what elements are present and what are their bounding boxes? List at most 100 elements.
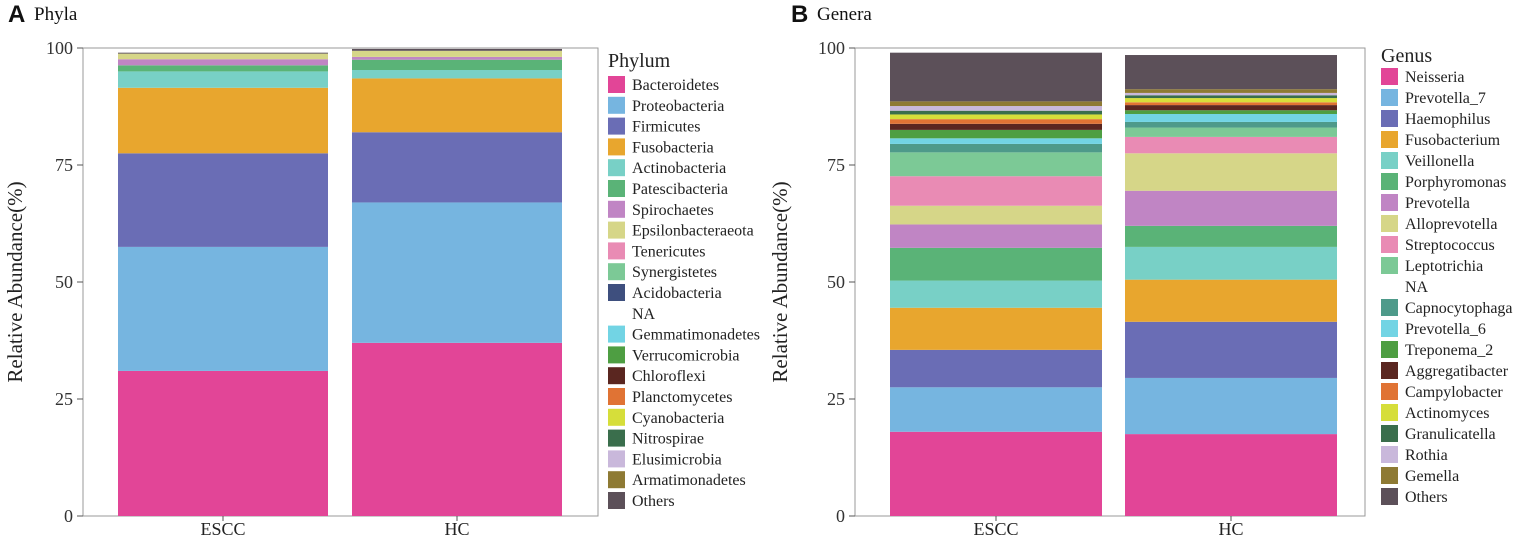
legend-label: NA (632, 306, 656, 323)
bar-segment-escc-veillonella (890, 280, 1102, 308)
bar-segment-hc-bacteroidetes (352, 342, 562, 516)
bar-segment-hc-capnocytophaga (1125, 121, 1337, 128)
legend-label: Streptococcus (1405, 237, 1495, 254)
legend-label: Prevotella (1405, 195, 1470, 212)
legend-item-others: Others (608, 492, 675, 510)
x-tick-label-hc: HC (444, 519, 469, 536)
legend-item-elusimicrobia: Elusimicrobia (608, 450, 722, 468)
y-tick-label: 100 (46, 38, 73, 58)
legend-swatch (1381, 68, 1398, 85)
legend-swatch (608, 263, 625, 281)
legend-item-gemmatimonadetes: Gemmatimonadetes (608, 325, 760, 344)
bar-segment-hc-patescibacteria (352, 59, 562, 70)
bar-segment-escc-granulicatella (890, 110, 1102, 115)
legend-label: Campylobacter (1405, 384, 1503, 401)
legend-item-granulicatella: Granulicatella (1381, 425, 1496, 443)
legend-item-veillonella: Veillonella (1381, 152, 1474, 170)
y-tick-label: 0 (836, 506, 845, 526)
bar-segment-hc-haemophilus (1125, 321, 1337, 378)
bar-segment-escc-bacteroidetes (118, 370, 328, 516)
legend-item-haemophilus: Haemophilus (1381, 110, 1490, 128)
legend-swatch (608, 242, 625, 260)
bar-segment-hc-others (1125, 55, 1337, 90)
bar-segment-escc-gemella (890, 101, 1102, 107)
legend-item-firmicutes: Firmicutes (608, 117, 700, 136)
legend-item-neisseria: Neisseria (1381, 68, 1465, 86)
legend-label: Prevotella_7 (1405, 90, 1486, 107)
bar-segment-escc-streptococcus (890, 176, 1102, 206)
bar-segment-escc-prevotella (890, 224, 1102, 248)
legend-label: Armatimonadetes (632, 472, 746, 489)
legend-swatch (1381, 446, 1398, 463)
legend-swatch (608, 180, 625, 197)
legend-swatch (1381, 467, 1398, 484)
legend-swatch (1381, 383, 1398, 400)
y-tick-label: 75 (55, 155, 73, 175)
bar-segment-escc-leptotrichia (890, 152, 1102, 177)
legend-swatch (1381, 194, 1398, 211)
bar-segment-hc-fusobacteria (352, 78, 562, 133)
legend-swatch (608, 159, 625, 177)
bar-segment-hc-granulicatella (1125, 95, 1337, 99)
legend-item-campylobacter: Campylobacter (1381, 383, 1503, 401)
bar-segment-hc-neisseria (1125, 434, 1337, 516)
legend-swatch (608, 408, 625, 426)
legend-item-gemella: Gemella (1381, 467, 1459, 485)
legend-label: Cyanobacteria (632, 410, 724, 427)
legend-swatch (1381, 362, 1398, 379)
legend-item-porphyromonas: Porphyromonas (1381, 173, 1506, 191)
bar-segment-escc-haemophilus (890, 349, 1102, 388)
legend-item-leptotrichia: Leptotrichia (1381, 257, 1483, 275)
legend-item-fusobacteria: Fusobacteria (608, 138, 714, 156)
legend-swatch (1381, 257, 1398, 274)
legend-swatch (1381, 425, 1398, 442)
legend-label: Porphyromonas (1405, 174, 1506, 191)
bar-segment-hc-epsilonbacteraeota (352, 50, 562, 57)
legend-swatch (608, 450, 625, 468)
bar-segment-escc-fusobacteria (118, 87, 328, 154)
legend-swatch (608, 471, 625, 489)
x-tick-label-escc: ESCC (973, 519, 1018, 536)
legend-item-tenericutes: Tenericutes (608, 242, 706, 260)
legend-label: Veillonella (1405, 153, 1474, 170)
legend-label: Chloroflexi (632, 368, 706, 385)
panel-a-phyla: A Phyla 0 25 50 75 100 Relative Abundance(%) ESC… (3, 1, 760, 536)
legend-label: Prevotella_6 (1405, 321, 1486, 338)
legend-swatch (608, 221, 625, 239)
bar-segment-hc-alloprevotella (1125, 153, 1337, 191)
panel-b-genera: B Genera 0 25 50 75 100 Relative Abundance(%) ES… (768, 1, 1513, 536)
legend-label: Treponema_2 (1405, 342, 1493, 359)
bar-segment-hc-prevotella-7 (1125, 377, 1337, 435)
bar-segment-hc-streptococcus (1125, 136, 1337, 154)
bar-segment-escc-proteobacteria (118, 246, 328, 371)
bar-segment-hc-porphyromonas (1125, 225, 1337, 247)
legend-title: Phylum (608, 50, 671, 72)
legend-swatch (608, 367, 625, 385)
legend-item-armatimonadetes: Armatimonadetes (608, 471, 746, 489)
legend-item-others: Others (1381, 488, 1448, 506)
legend-label: Rothia (1405, 447, 1448, 464)
bar-segment-hc-treponema-2 (1125, 110, 1337, 114)
y-tick-label: 0 (64, 506, 73, 526)
bar-segment-escc-prevotella-7 (890, 387, 1102, 432)
legend-item-capnocytophaga: Capnocytophaga (1381, 299, 1513, 317)
legend-item-prevotella: Prevotella (1381, 194, 1470, 212)
panel-letter: B (791, 1, 808, 28)
legend-item-aggregatibacter: Aggregatibacter (1381, 362, 1509, 380)
y-tick-label: 100 (818, 38, 845, 58)
bar-segment-hc-gemella (1125, 89, 1337, 93)
bar-segment-hc-prevotella-6 (1125, 113, 1337, 122)
bar-segment-hc-spirochaetes (352, 56, 562, 60)
legend-item-verrucomicrobia: Verrucomicrobia (608, 346, 740, 364)
legend-swatch (1381, 131, 1398, 148)
legend-item-prevotella-7: Prevotella_7 (1381, 89, 1486, 107)
bar-segment-escc-neisseria (890, 431, 1102, 516)
bar-segment-escc-actinomyces (890, 114, 1102, 120)
bar-segment-hc-fusobacterium (1125, 279, 1337, 322)
legend-swatch (1381, 236, 1398, 253)
legend-item-nitrospirae: Nitrospirae (608, 429, 704, 448)
legend-swatch (1381, 320, 1398, 337)
legend-item-synergistetes: Synergistetes (608, 263, 717, 281)
legend-item-prevotella-6: Prevotella_6 (1381, 320, 1486, 338)
bar-segment-hc-prevotella (1125, 190, 1337, 226)
